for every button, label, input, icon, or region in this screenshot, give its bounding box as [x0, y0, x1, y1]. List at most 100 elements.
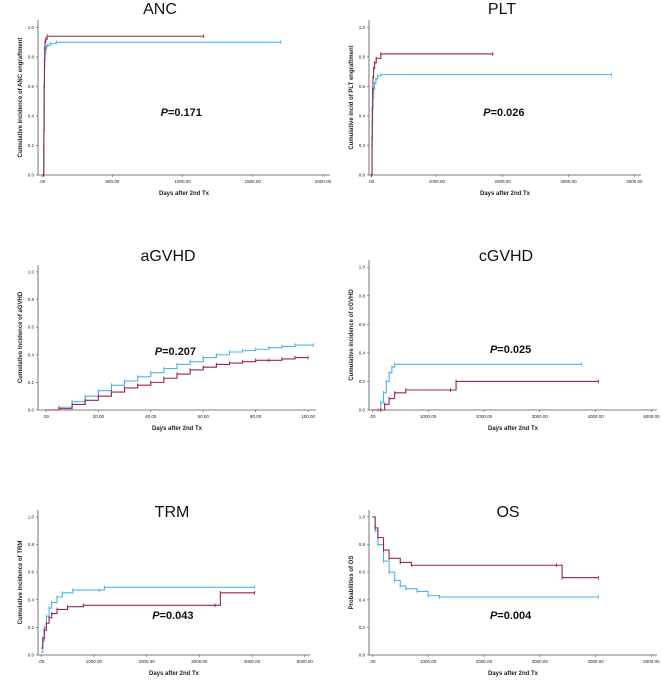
panel-agvhd: aGVHD 0.0 0.2 0.4 0.6 0.8 1.0 .00 20.00 40.00 60.0… — [18, 248, 316, 432]
series-line-red — [370, 53, 493, 176]
panel-cgvhd: cGVHD 0.0 0.2 0.4 0.6 0.8 1.0 .00 1000.00 2000.00… — [349, 248, 660, 432]
y-tick-label: 0.6 — [28, 84, 35, 89]
x-tick-label: .00 — [38, 659, 45, 664]
x-tick-label: 4000.00 — [244, 659, 261, 664]
y-tick-label: 1.0 — [359, 25, 366, 30]
x-tick-label: 1000.00 — [174, 179, 191, 184]
axis-lines — [37, 265, 316, 411]
series-line-red — [42, 35, 204, 176]
p-symbol: P — [155, 346, 163, 358]
y-tick-label: 0.4 — [28, 352, 35, 357]
x-axis-label: Days after 2nd Tx — [152, 426, 203, 432]
x-tick-label: 3000.00 — [191, 659, 208, 664]
y-tick-label: 0.4 — [28, 114, 35, 119]
y-tick-label: 0.2 — [28, 625, 35, 630]
chart-title: aGVHD — [140, 248, 195, 265]
x-tick-label: 5000.00 — [643, 414, 660, 419]
p-symbol: P — [490, 610, 498, 622]
y-tick-label: 0.2 — [28, 143, 35, 148]
p-value: P=0.207 — [155, 346, 196, 358]
series-line-blue — [372, 516, 599, 598]
p-number: =0.171 — [168, 107, 202, 119]
p-value: P=0.004 — [490, 610, 532, 622]
y-tick-label: 0.0 — [28, 408, 35, 413]
y-axis-label: Cumulative incidence of cGVHD — [349, 289, 355, 381]
y-tick-label: 1.0 — [359, 515, 366, 520]
p-number: =0.207 — [162, 346, 196, 358]
y-tick-label: 0.0 — [359, 653, 366, 658]
y-tick-label: 0.0 — [28, 653, 35, 658]
y-tick-label: 0.6 — [28, 325, 35, 330]
panel-anc: ANC 0.0 0.2 0.4 0.6 0.8 1.0 .00 500.00 1000.00 150… — [18, 1, 332, 197]
series-line-blue — [372, 363, 582, 411]
x-tick-label: .00 — [39, 179, 46, 184]
x-tick-label: 2000.00 — [476, 414, 493, 419]
axis-lines — [37, 20, 330, 176]
x-tick-label: 4000.00 — [587, 414, 604, 419]
x-tick-label: 60.00 — [198, 414, 210, 419]
y-tick-label: 0.0 — [359, 173, 366, 178]
p-number: =0.004 — [497, 610, 532, 622]
y-tick-label: 0.8 — [28, 297, 35, 302]
y-tick-label: 0.2 — [359, 143, 366, 148]
p-value: P=0.026 — [483, 107, 524, 119]
y-axis-label: Cumulative incidence of aGVHD — [18, 291, 24, 383]
x-tick-label: 1000.00 — [429, 179, 446, 184]
x-tick-label: .00 — [368, 179, 375, 184]
axis-lines — [368, 260, 657, 411]
x-axis-label: Days after 2nd Tx — [159, 191, 210, 197]
series-line-blue — [45, 344, 314, 411]
p-value: P=0.043 — [152, 610, 193, 622]
x-tick-label: 2000.00 — [315, 179, 332, 184]
y-tick-label: 0.8 — [359, 293, 366, 298]
y-tick-label: 0.4 — [359, 597, 366, 602]
y-tick-label: 0.8 — [359, 55, 366, 60]
p-symbol: P — [152, 610, 160, 622]
x-tick-label: 5000.00 — [643, 659, 660, 664]
y-tick-label: 0.2 — [28, 380, 35, 385]
x-tick-label: 500.00 — [106, 179, 120, 184]
x-tick-label: 100.00 — [301, 414, 315, 419]
chart-title: cGVHD — [479, 248, 533, 265]
x-tick-label: 3000.00 — [532, 659, 549, 664]
x-tick-label: 2000.00 — [138, 659, 155, 664]
y-axis-label: Cumulative incid of PLT engraftment — [349, 45, 355, 149]
x-tick-label: 1000.00 — [420, 414, 437, 419]
x-tick-label: .00 — [369, 414, 376, 419]
y-tick-label: 1.0 — [28, 25, 35, 30]
y-axis-label: Cumulative incidence of ANC engraftment — [18, 38, 24, 158]
x-tick-label: 4000.00 — [626, 179, 643, 184]
p-number: =0.025 — [497, 344, 531, 356]
x-tick-label: 2000.00 — [476, 659, 493, 664]
x-axis-label: Days after 2nd Tx — [149, 671, 200, 677]
p-value: P=0.171 — [161, 107, 202, 119]
x-axis-label: Days after 2nd Tx — [488, 671, 539, 677]
series-line-red — [372, 380, 599, 411]
panel-plt: PLT 0.0 0.2 0.4 0.6 0.8 1.0 .00 1000.00 2000.00 30… — [349, 1, 643, 197]
y-tick-label: 1.0 — [359, 265, 366, 270]
y-tick-label: 0.6 — [359, 570, 366, 575]
y-axis-label: Cumulative incidence of TRM — [18, 541, 24, 625]
y-tick-label: 0.6 — [359, 84, 366, 89]
y-tick-label: 0.4 — [359, 114, 366, 119]
chart-title: PLT — [488, 1, 516, 18]
axis-lines — [368, 510, 657, 656]
y-tick-label: 0.2 — [359, 625, 366, 630]
y-tick-label: 0.2 — [359, 379, 366, 384]
p-symbol: P — [161, 107, 169, 119]
x-tick-label: 3000.00 — [560, 179, 577, 184]
p-symbol: P — [483, 107, 491, 119]
y-tick-label: 0.8 — [359, 542, 366, 547]
x-tick-label: .00 — [43, 414, 50, 419]
series-line-red — [372, 516, 599, 579]
panel-os: OS 0.0 0.2 0.4 0.6 0.8 1.0 .00 1000.00 2000.00 300… — [349, 504, 660, 677]
y-tick-label: 0.0 — [359, 408, 366, 413]
series-line-blue — [370, 74, 612, 176]
series-line-red — [41, 592, 255, 649]
x-tick-label: 80.00 — [250, 414, 262, 419]
y-tick-label: 0.0 — [28, 173, 35, 178]
x-axis-label: Days after 2nd Tx — [480, 191, 531, 197]
y-axis-label: Probabilities of OS — [349, 556, 355, 610]
x-tick-label: 2000.00 — [495, 179, 512, 184]
axis-lines — [368, 20, 641, 176]
